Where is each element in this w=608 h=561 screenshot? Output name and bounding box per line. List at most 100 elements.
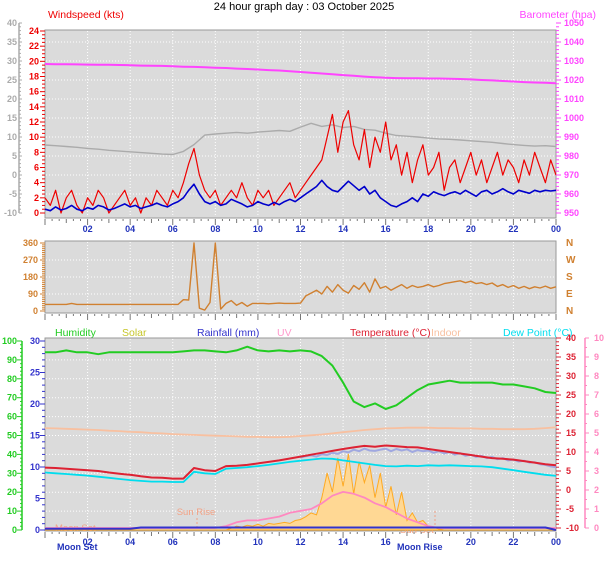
axis-tick-label: 15 <box>7 113 17 123</box>
series-barometer <box>44 63 557 85</box>
x-tick-label: 02 <box>82 224 93 234</box>
axis-tick-label: 0 <box>34 208 39 218</box>
axis-tick-label: 1 <box>594 504 599 514</box>
axis-tick-label: -5 <box>566 504 574 514</box>
axis-tick-label: 0 <box>35 525 40 535</box>
axis-tick-label: 10 <box>29 132 39 142</box>
axis-tick-label: N <box>566 306 573 317</box>
axis-tick-label: 7 <box>594 390 599 400</box>
axis-tick-label: 30 <box>566 371 576 381</box>
axis-tick-label: 1020 <box>564 75 584 85</box>
axis-tick-label: 30 <box>30 336 40 346</box>
axis-tick-label: 10 <box>566 447 576 457</box>
series-wind_average <box>44 179 557 212</box>
legend-indoor: Indoor <box>431 327 461 339</box>
axis-tick-label: 2 <box>594 485 599 495</box>
x-tick-label: 00 <box>550 537 561 547</box>
axis-tick-label: E <box>566 289 573 300</box>
axis-tick-label: 4 <box>34 178 39 188</box>
axis-tick-label: 30 <box>7 468 17 478</box>
x-tick-label: 06 <box>167 224 178 234</box>
page-title: 24 hour graph day : 03 October 2025 <box>213 1 395 13</box>
legend-uv: UV <box>277 327 292 339</box>
axis-tick-label: 950 <box>564 208 579 218</box>
x-tick-label: 18 <box>423 224 434 234</box>
series-solar <box>45 453 556 531</box>
axis-tick-label: 180 <box>23 272 38 282</box>
axis-tick-label: 20 <box>7 94 17 104</box>
legend-temperature: Temperature (°C) <box>350 327 431 339</box>
axis-tick-label: 8 <box>34 147 39 157</box>
x-tick-label: 16 <box>380 537 391 547</box>
axis-tick-label: -10 <box>566 523 579 533</box>
axis-tick-label: 5 <box>12 151 17 161</box>
axis-tick-label: 10 <box>7 132 17 142</box>
axis-tick-label: 90 <box>28 289 38 299</box>
x-tick-label: 20 <box>465 537 476 547</box>
legend-solar: Solar <box>122 327 147 339</box>
axis-tick-label: 10 <box>594 333 604 343</box>
axis-tick-label: 8 <box>594 371 599 381</box>
axis-tick-label: 4 <box>594 447 599 457</box>
moon-set-axis-label: Moon Set <box>57 542 98 552</box>
axis-tick-label: 0 <box>12 525 17 535</box>
axis-tick-label: 50 <box>7 431 17 441</box>
x-tick-label: 04 <box>125 537 136 547</box>
axis-tick-label: 980 <box>564 151 579 161</box>
legend-dew-point: Dew Point (°C) <box>503 327 573 339</box>
axis-tick-label: -5 <box>9 189 17 199</box>
series-indoor_temperature <box>44 426 557 439</box>
axis-tick-label: -10 <box>4 208 17 218</box>
axis-tick-label: 14 <box>29 102 39 112</box>
axis-tick-label: S <box>566 272 573 283</box>
x-tick-label: 00 <box>550 224 561 234</box>
x-tick-label: 20 <box>465 224 476 234</box>
series-humidity <box>45 345 557 410</box>
series-rainfall_mm <box>45 526 557 531</box>
axis-tick-label: W <box>566 255 576 266</box>
axis-tick-label: 16 <box>29 87 39 97</box>
axis-tick-label: 20 <box>7 487 17 497</box>
axis-tick-label: 6 <box>34 163 39 173</box>
legend-humidity: Humidity <box>55 327 96 339</box>
moon-rise-axis-label: Moon Rise <box>397 542 443 552</box>
axis-tick-label: 60 <box>7 412 17 422</box>
series-wind_gust <box>44 109 557 214</box>
axis-tick-label: 18 <box>29 72 39 82</box>
x-tick-label: 10 <box>252 224 263 234</box>
axis-tick-label: 90 <box>7 355 17 365</box>
axis-tick-label: 40 <box>566 333 576 343</box>
axis-tick-label: 10 <box>30 462 40 472</box>
axis-tick-label: 12 <box>29 117 39 127</box>
axis-tick-label: 0 <box>12 170 17 180</box>
axis-tick-label: 1030 <box>564 56 584 66</box>
axis-tick-label: N <box>566 238 573 249</box>
x-tick-label: 08 <box>210 224 221 234</box>
axis-tick-label: 960 <box>564 189 579 199</box>
axis-tick-label: 1040 <box>564 37 584 47</box>
x-tick-label: 10 <box>252 537 263 547</box>
axis-tick-label: 5 <box>35 494 40 504</box>
series-temperature <box>44 444 557 480</box>
axis-tick-label: 1000 <box>564 113 584 123</box>
x-tick-label: 22 <box>508 224 519 234</box>
series-dew_point <box>44 457 557 483</box>
series-unlabeled_gray_line <box>44 122 557 156</box>
axis-tick-label: 40 <box>7 449 17 459</box>
x-tick-label: 08 <box>210 537 221 547</box>
axis-tick-label: 15 <box>30 431 40 441</box>
x-tick-label: 16 <box>380 224 391 234</box>
x-tick-label: 02 <box>82 537 93 547</box>
axis-tick-label: 970 <box>564 170 579 180</box>
axis-tick-label: 40 <box>7 18 17 28</box>
axis-tick-label: 20 <box>29 56 39 66</box>
axis-tick-label: 1010 <box>564 94 584 104</box>
series-wind_direction_deg <box>45 242 557 311</box>
axis-tick-label: 0 <box>594 523 599 533</box>
axis-tick-label: 10 <box>7 506 17 516</box>
axis-tick-label: 990 <box>564 132 579 142</box>
axis-tick-label: 9 <box>594 352 599 362</box>
axis-tick-label: 360 <box>23 238 38 248</box>
